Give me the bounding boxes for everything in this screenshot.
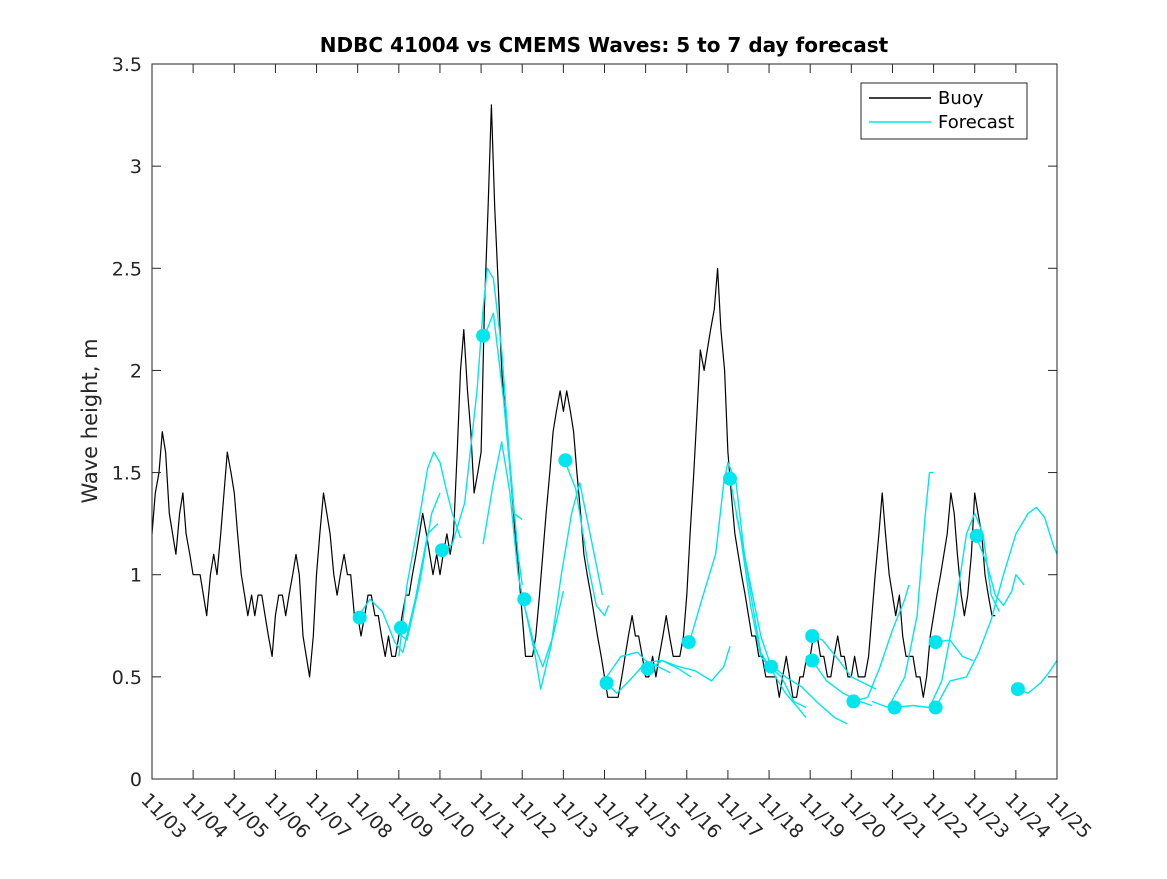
forecast-line-1 — [358, 523, 439, 653]
forecast-marker-10 — [723, 471, 737, 486]
buoy-line — [152, 104, 996, 698]
forecast-marker-11 — [764, 659, 779, 674]
forecast-line-22 — [934, 506, 1057, 708]
y-tick-label: 0.5 — [112, 667, 142, 689]
y-tick-label: 2.5 — [112, 258, 142, 280]
forecast-line-17 — [811, 660, 873, 707]
forecast-line-21 — [935, 639, 973, 662]
legend-label-2: Forecast — [938, 112, 1014, 133]
y-tick-label: 2 — [130, 360, 142, 382]
forecast-marker-13 — [805, 653, 820, 668]
forecast-marker-17 — [928, 700, 943, 715]
forecast-line-24 — [1017, 660, 1057, 694]
forecast-marker-8 — [640, 661, 655, 676]
forecast-marker-2 — [393, 620, 408, 635]
forecast-marker-14 — [846, 694, 861, 709]
forecast-line-2 — [396, 492, 441, 641]
y-tick-label: 1.5 — [112, 463, 142, 485]
forecast-line-7 — [523, 482, 604, 690]
forecast-marker-12 — [805, 629, 820, 643]
forecast-line-23 — [976, 537, 1025, 607]
y-tick-label: 0 — [130, 769, 142, 791]
forecast-marker-1 — [352, 610, 367, 625]
plot-series — [152, 104, 1057, 725]
forecast-line-18 — [853, 584, 910, 703]
forecast-marker-5 — [517, 592, 532, 607]
forecast-marker-7 — [599, 676, 614, 690]
legend-box — [860, 82, 1028, 140]
plot-area — [152, 104, 1057, 725]
forecast-line-10 — [606, 651, 671, 678]
forecast-line-16 — [811, 635, 877, 690]
forecast-line-11 — [647, 645, 731, 682]
forecast-line-8 — [564, 462, 610, 617]
legend-label-1: Buoy — [938, 88, 984, 109]
y-tick-label: 3 — [130, 156, 142, 178]
chart-title: NDBC 41004 vs CMEMS Waves: 5 to 7 day fo… — [320, 33, 889, 57]
forecast-marker-4 — [476, 328, 491, 343]
y-tick-label: 3.5 — [112, 54, 142, 76]
forecast-marker-6 — [558, 453, 573, 468]
forecast-marker-18 — [969, 528, 984, 543]
y-tick-label: 1 — [130, 565, 142, 587]
forecast-marker-19 — [1010, 682, 1025, 697]
forecast-marker-9 — [681, 635, 696, 650]
forecast-marker-16 — [928, 635, 943, 650]
forecast-line-15 — [772, 666, 848, 725]
forecast-marker-15 — [887, 700, 902, 715]
y-axis-label: Wave height, m — [78, 338, 102, 503]
legend: Buoy Forecast — [860, 82, 1028, 140]
forecast-marker-3 — [435, 543, 449, 558]
forecast-line-3 — [398, 451, 462, 657]
forecast-line-6 — [482, 441, 565, 668]
forecast-line-5 — [482, 312, 523, 521]
